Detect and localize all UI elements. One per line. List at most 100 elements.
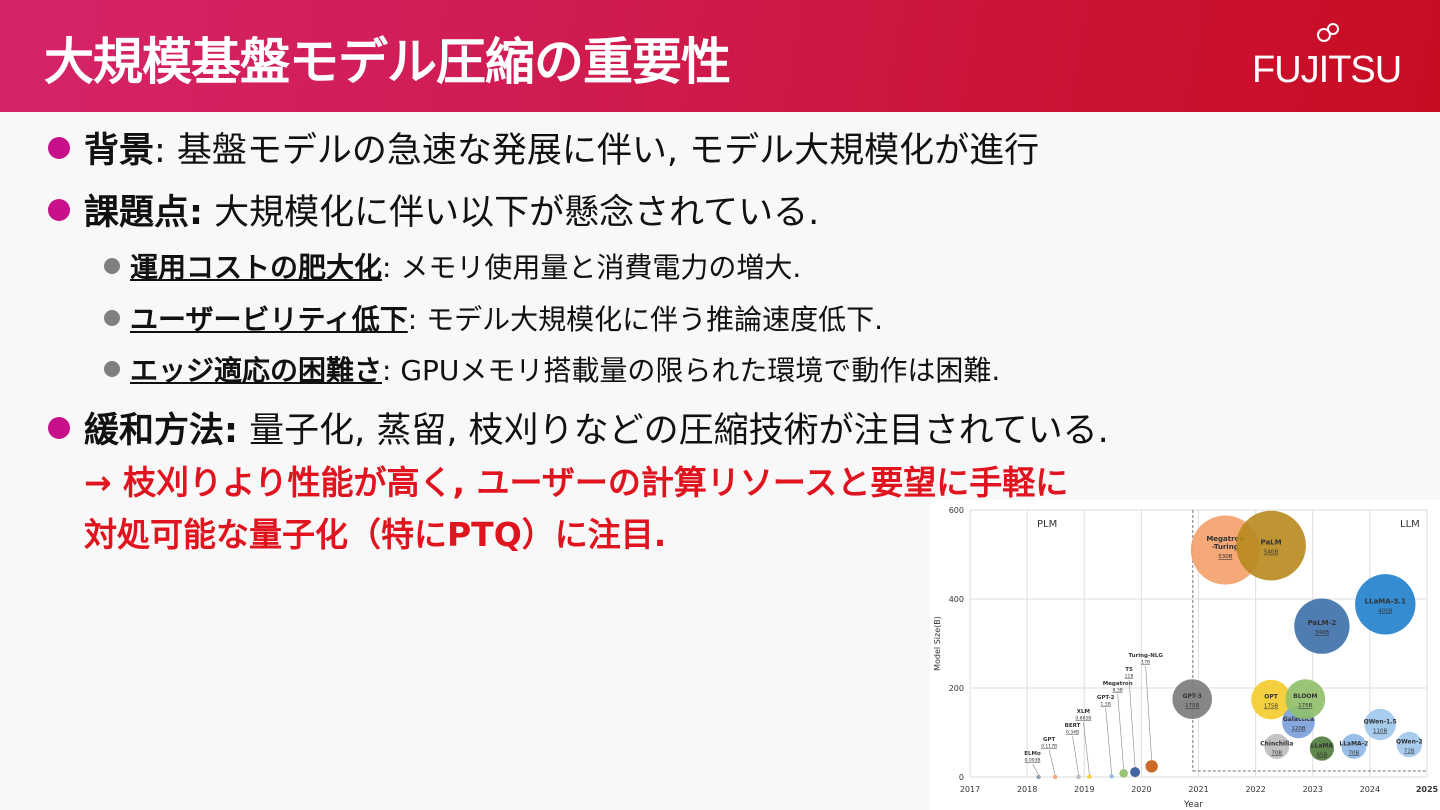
sub-bullet-usability: ユーザービリティ低下: モデル大規模化に伴う推論速度低下. xyxy=(104,298,883,338)
bullet-label: 課題点: xyxy=(84,193,203,233)
x-tick-label: 2025 xyxy=(1416,785,1439,794)
bubble-size-label: 175B xyxy=(1264,704,1278,710)
x-tick-label: 2018 xyxy=(1017,785,1037,794)
bubble-label: OPT xyxy=(1264,694,1278,701)
x-axis-label: Year xyxy=(1183,800,1203,810)
bubble-size-label: 0.34B xyxy=(1066,730,1079,736)
bullet-text: 大規模化に伴い以下が懸念されている. xyxy=(203,193,820,233)
bubble-label: BLOOM xyxy=(1293,693,1317,700)
bubble-label: Megatron -Turing xyxy=(1206,535,1244,551)
region-label-plm: PLM xyxy=(1037,519,1057,530)
region-label-llm: LLM xyxy=(1400,519,1420,530)
bubble-size-label: 0.665B xyxy=(1075,716,1091,722)
bubble-llama xyxy=(1309,736,1334,761)
bubble-bert xyxy=(1076,774,1081,780)
bullet-dot-icon xyxy=(48,417,70,439)
bubble-leader-line xyxy=(1128,679,1136,768)
bubble-leader-line xyxy=(1072,735,1079,775)
x-tick-label: 2019 xyxy=(1074,785,1094,794)
bubble-leader-line xyxy=(1117,693,1124,770)
sub-bullet-dot-icon xyxy=(104,361,120,377)
bubble-llama-3.1 xyxy=(1355,574,1416,635)
bubble-size-label: 176B xyxy=(1298,703,1312,709)
y-tick-label: 600 xyxy=(949,506,964,515)
bubble-label: Megatron xyxy=(1103,681,1133,687)
bubble-label: QWen-1.5 xyxy=(1364,718,1397,725)
bubble-label: LLaMA-2 xyxy=(1339,740,1368,747)
bubble-label: PaLM-2 xyxy=(1307,619,1336,627)
x-tick-label: 2017 xyxy=(960,785,980,794)
bubble-megatron xyxy=(1119,768,1128,778)
y-tick-label: 200 xyxy=(949,684,964,693)
bullet-label: 緩和方法: xyxy=(84,411,238,451)
bubble-leader-line xyxy=(1083,721,1090,775)
bubble-leader-line xyxy=(1048,749,1056,775)
x-tick-label: 2021 xyxy=(1188,785,1208,794)
bubble-size-label: 405B xyxy=(1378,608,1392,614)
bubble-leader-line xyxy=(1105,707,1112,775)
bubble-palm-2 xyxy=(1294,598,1350,654)
bubble-label: T5 xyxy=(1125,667,1133,673)
bullet-background: 背景: 基盤モデルの急速な発展に伴い, モデル大規模化が進行 xyxy=(48,122,1039,173)
conclusion-line-1: → 枝刈りより性能が高く, ユーザーの計算リソースと要望に手軽に xyxy=(84,463,1069,502)
y-axis-label: Model Size(B) xyxy=(933,616,942,671)
bubble-qwen-1.5 xyxy=(1364,708,1396,741)
bubble-size-label: 70B xyxy=(1271,750,1282,756)
y-tick-label: 400 xyxy=(949,595,964,604)
bubble-xlm xyxy=(1087,774,1092,779)
bubble-size-label: 540B xyxy=(1264,550,1278,556)
sub-bullet-text: : メモリ使用量と消費電力の増大. xyxy=(382,251,802,284)
bubble-size-label: 110B xyxy=(1373,728,1387,734)
bubble-label-part: Megatron xyxy=(1206,535,1244,543)
bubble-leader-line xyxy=(1032,763,1039,775)
bubble-gpt-3 xyxy=(1172,679,1213,719)
bubble-leader-line xyxy=(1145,665,1152,761)
bubble-bloom xyxy=(1285,679,1326,720)
x-tick-label: 2020 xyxy=(1131,785,1151,794)
bubble-size-label: 0.117B xyxy=(1041,744,1057,750)
bubble-size-label: 1.5B xyxy=(1101,702,1111,708)
bubble-label: LLaMA xyxy=(1311,743,1334,750)
bubble-label: GPT xyxy=(1043,737,1056,743)
bubble-label: BERT xyxy=(1065,723,1081,729)
bullet-issues: 課題点: 大規模化に伴い以下が懸念されている. xyxy=(48,184,819,235)
bullet-mitigation: 緩和方法: 量子化, 蒸留, 枝刈りなどの圧縮技術が注目されている. xyxy=(48,402,1109,453)
bubble-size-label: 120B xyxy=(1291,726,1305,732)
bubble-size-label: 70B xyxy=(1348,750,1359,756)
bubble-llama-2 xyxy=(1341,733,1367,759)
bubble-label: QWen-2 xyxy=(1396,739,1423,746)
x-tick-label: 2022 xyxy=(1245,785,1265,794)
sub-bullet-label: エッジ適応の困難さ xyxy=(130,354,383,387)
bubble-size-label: 17B xyxy=(1141,660,1150,666)
bubble-label: GPT-3 xyxy=(1183,693,1202,700)
sub-bullet-dot-icon xyxy=(104,310,120,326)
bubble-palm xyxy=(1236,510,1306,581)
fujitsu-logo: FUJITSU xyxy=(1252,23,1402,92)
bubble-label: Galactica xyxy=(1283,716,1314,723)
sub-bullet-text: : GPUメモリ搭載量の限られた環境で動作は困難. xyxy=(382,354,1001,387)
sub-bullet-cost: 運用コストの肥大化: メモリ使用量と消費電力の増大. xyxy=(104,246,801,286)
bubble-size-label: 530B xyxy=(1218,554,1232,560)
bubble-qwen-2 xyxy=(1396,731,1423,758)
bubble-opt xyxy=(1251,679,1291,720)
bubble-label: ELMo xyxy=(1024,751,1041,757)
conclusion-line-2: 対処可能な量子化（特にPTQ）に注目. xyxy=(84,515,667,554)
bubble-size-label: 340B xyxy=(1315,630,1329,636)
x-tick-label: 2023 xyxy=(1303,785,1323,794)
y-tick-label: 0 xyxy=(959,773,964,782)
sub-bullet-edge: エッジ適応の困難さ: GPUメモリ搭載量の限られた環境で動作は困難. xyxy=(104,349,1000,389)
bubble-size-label: 175B xyxy=(1185,703,1199,709)
bubble-gpt-2 xyxy=(1109,774,1114,779)
bubble-size-label: 11B xyxy=(1125,674,1134,680)
bubble-gpt xyxy=(1052,774,1058,780)
bubble-chinchilla xyxy=(1264,733,1290,759)
bullet-dot-icon xyxy=(48,199,70,221)
bubble-elmo xyxy=(1036,774,1041,780)
sub-bullet-dot-icon xyxy=(104,258,120,274)
sub-bullet-label: ユーザービリティ低下 xyxy=(130,303,408,336)
bubble-label-part: -Turing xyxy=(1212,543,1239,551)
bubble-label: PaLM xyxy=(1261,539,1282,547)
bullet-label: 背景 xyxy=(84,131,155,171)
bubble-label: Turing-NLG xyxy=(1128,653,1163,659)
bubble-label: Chinchilla xyxy=(1260,740,1293,747)
